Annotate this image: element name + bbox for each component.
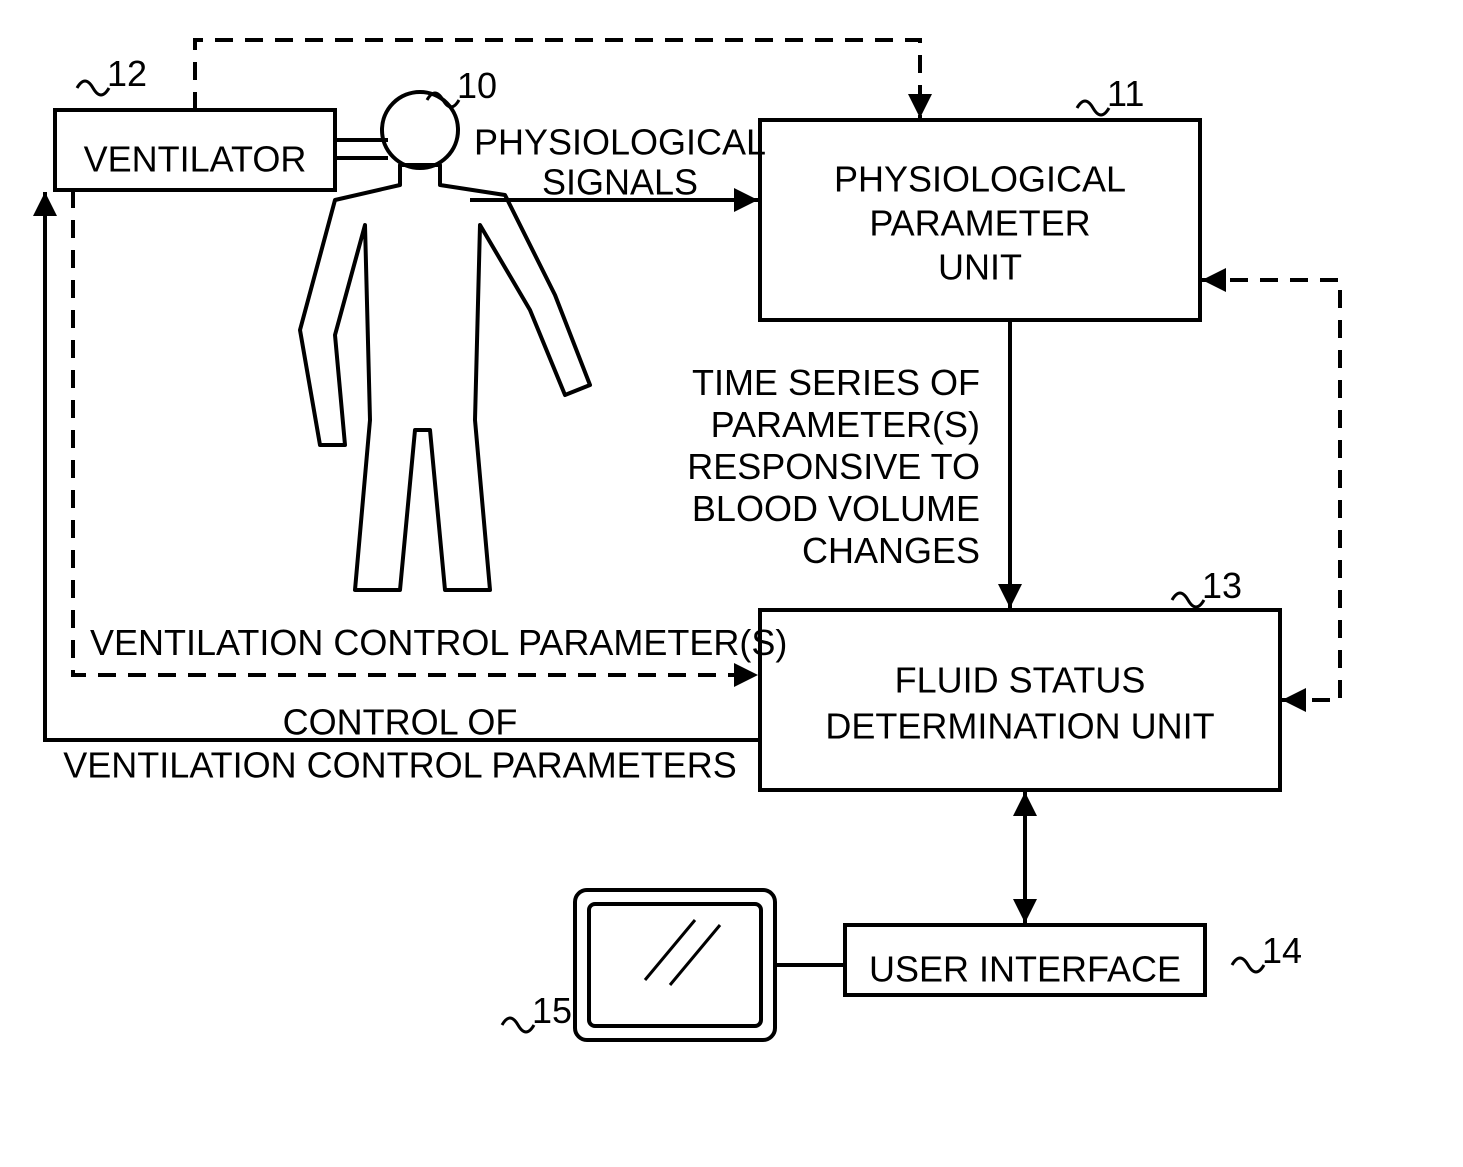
svg-text:14: 14 [1262,930,1302,971]
svg-text:13: 13 [1202,565,1242,606]
svg-text:VENTILATION CONTROL PARAMETER(: VENTILATION CONTROL PARAMETER(S) [90,622,787,663]
svg-text:PHYSIOLOGICAL: PHYSIOLOGICAL [834,159,1126,200]
svg-text:15: 15 [532,990,572,1031]
svg-text:11: 11 [1107,73,1144,114]
svg-text:TIME SERIES OF: TIME SERIES OF [692,362,980,403]
svg-text:PARAMETER(S): PARAMETER(S) [711,404,980,445]
svg-text:UNIT: UNIT [938,247,1022,288]
svg-text:10: 10 [457,65,497,106]
svg-text:BLOOD VOLUME: BLOOD VOLUME [692,488,980,529]
svg-text:DETERMINATION UNIT: DETERMINATION UNIT [825,706,1214,747]
svg-text:PHYSIOLOGICAL: PHYSIOLOGICAL [474,122,766,163]
svg-text:RESPONSIVE TO: RESPONSIVE TO [687,446,980,487]
svg-text:CHANGES: CHANGES [802,530,980,571]
svg-text:USER INTERFACE: USER INTERFACE [869,949,1181,990]
svg-text:12: 12 [107,53,147,94]
svg-text:PARAMETER: PARAMETER [869,203,1090,244]
svg-text:SIGNALS: SIGNALS [542,162,698,203]
svg-text:CONTROL OF: CONTROL OF [283,702,518,743]
vent-to-param-dashed [195,40,920,118]
svg-text:FLUID STATUS: FLUID STATUS [895,660,1146,701]
svg-text:VENTILATOR: VENTILATOR [84,139,307,180]
svg-text:VENTILATION CONTROL PARAMETERS: VENTILATION CONTROL PARAMETERS [63,745,736,786]
